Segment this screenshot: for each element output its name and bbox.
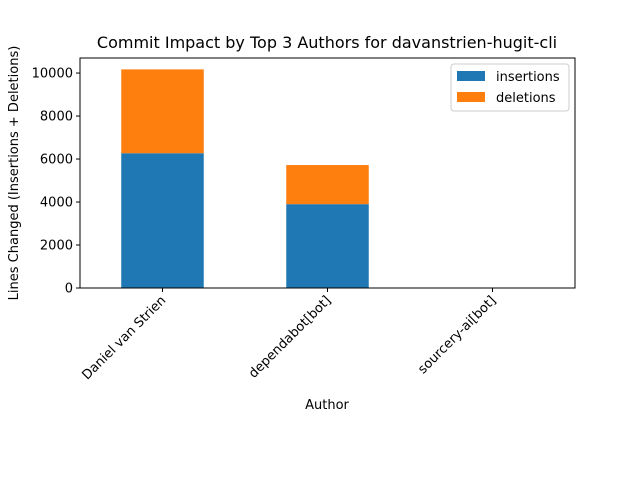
x-tick-label: Daniel van Strien <box>79 293 169 383</box>
legend-swatch-insertions <box>457 71 485 81</box>
legend-swatch-deletions <box>457 92 485 102</box>
bars-group <box>121 69 369 288</box>
y-tick-label: 6000 <box>40 153 73 168</box>
x-axis-label: Author <box>305 398 349 413</box>
y-tick-label: 0 <box>65 282 73 297</box>
chart-title: Commit Impact by Top 3 Authors for davan… <box>97 33 557 52</box>
legend: insertions deletions <box>450 63 570 112</box>
x-axis: Daniel van Strien dependabot[bot] sourcery… <box>79 288 499 383</box>
y-tick-label: 10000 <box>32 67 73 82</box>
legend-label-insertions: insertions <box>496 70 560 85</box>
y-tick-label: 8000 <box>40 110 73 125</box>
bar-deletions-0 <box>121 69 204 154</box>
y-axis: 0 2000 4000 6000 8000 10000 <box>32 67 80 297</box>
y-axis-label: Lines Changed (Insertions + Deletions) <box>7 46 22 301</box>
bar-deletions-1 <box>286 165 369 205</box>
y-tick-label: 4000 <box>40 196 73 211</box>
legend-label-deletions: deletions <box>496 91 556 106</box>
x-tick-label: sourcery-ai[bot] <box>415 293 499 377</box>
bar-insertions-0 <box>121 153 204 288</box>
bar-insertions-1 <box>286 204 369 288</box>
y-tick-label: 2000 <box>40 239 73 254</box>
x-tick-label: dependabot[bot] <box>246 293 334 381</box>
